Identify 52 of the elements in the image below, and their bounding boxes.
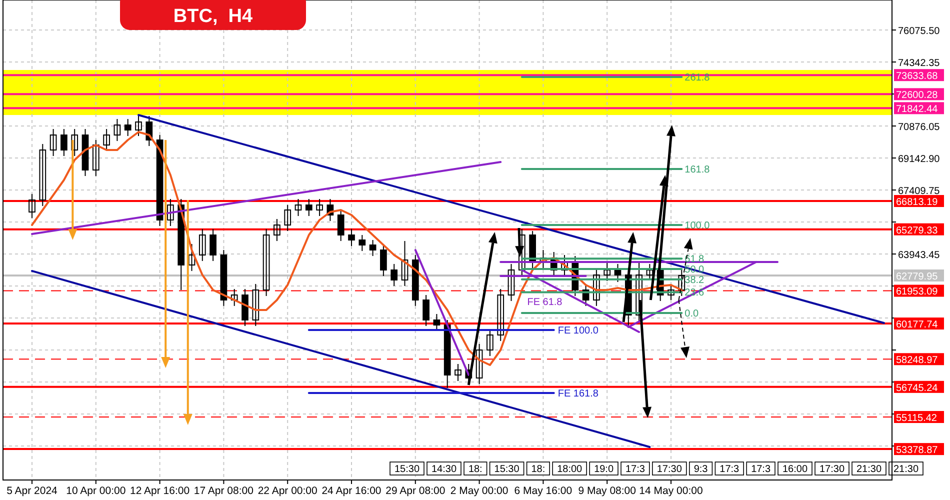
x-tick-label: 14 May 00:00 [639,485,703,497]
x-tick-label: 29 Apr 08:00 [386,485,446,497]
y-tick-label: 74342.35 [898,58,940,69]
ref-line-label: 53378.87 [896,445,938,456]
chart-title: BTC, H4 [173,6,254,27]
ref-line-label: 72600.28 [896,90,938,102]
y-tick-label: 67409.75 [898,186,940,197]
annotation: 16:00 [782,464,808,475]
x-tick-label: 24 Apr 16:00 [322,485,382,497]
annotation: 15:30 [394,464,420,475]
annotation: 17:3 [720,464,740,475]
x-tick-label: 2 May 00:00 [450,485,508,497]
annotation: 18: [468,464,482,475]
y-tick-label: 63943.45 [898,250,940,261]
annotation: 17:30 [819,464,845,475]
x-tick-label: 5 Apr 2024 [6,485,58,497]
annotation: 21:30 [856,464,882,475]
ref-line-label: 56745.24 [896,382,938,394]
annotation: 14:30 [431,464,457,475]
ref-line-label: 55115.42 [896,412,938,424]
series-label: 38.2 [684,274,705,286]
annotation: 18: [531,464,546,475]
annotation: 18:00 [557,464,583,475]
ref-line-label: 73633.68 [896,71,938,82]
ref-line-label: 61953.09 [896,286,938,298]
ref-line-label: 66813.19 [896,197,938,208]
ref-line-label: 71842.44 [896,104,938,116]
x-tick-label: 17 Apr 08:00 [194,485,254,497]
annotation: 19:0 [594,464,614,475]
y-tick-label: 69142.90 [898,154,940,165]
x-tick-label: 6 May 16:00 [514,485,572,497]
text: 21:30 [893,464,919,475]
x-tick-label: 22 Apr 00:00 [258,485,318,497]
ref-line-label: 65279.33 [896,225,938,236]
text: FE 61.8 [527,296,563,308]
annotation: 17:3 [625,464,646,475]
x-tick-label: 10 Apr 00:00 [66,485,126,497]
series-label: 0.0 [684,308,699,320]
series-label: 161.8 [684,164,710,176]
ref-line-label: 60177.74 [896,320,938,331]
annotation: 17:30 [656,464,682,475]
y-tick-label: 70876.05 [898,122,940,133]
annotation: 17:3 [751,464,771,475]
ref-line-label: 58248.97 [896,355,938,366]
x-tick-label: 9 May 08:00 [578,485,636,497]
x-tick-label: 12 Apr 16:00 [130,485,190,497]
ref-line-label: 62779.95 [896,271,938,282]
annotation: 9:3 [694,464,708,475]
series-label: FE 100.0 [558,326,599,336]
series-label: FE 161.8 [558,388,599,400]
y-tick-label: 76075.50 [898,26,940,37]
annotation: 15:30 [494,464,520,475]
